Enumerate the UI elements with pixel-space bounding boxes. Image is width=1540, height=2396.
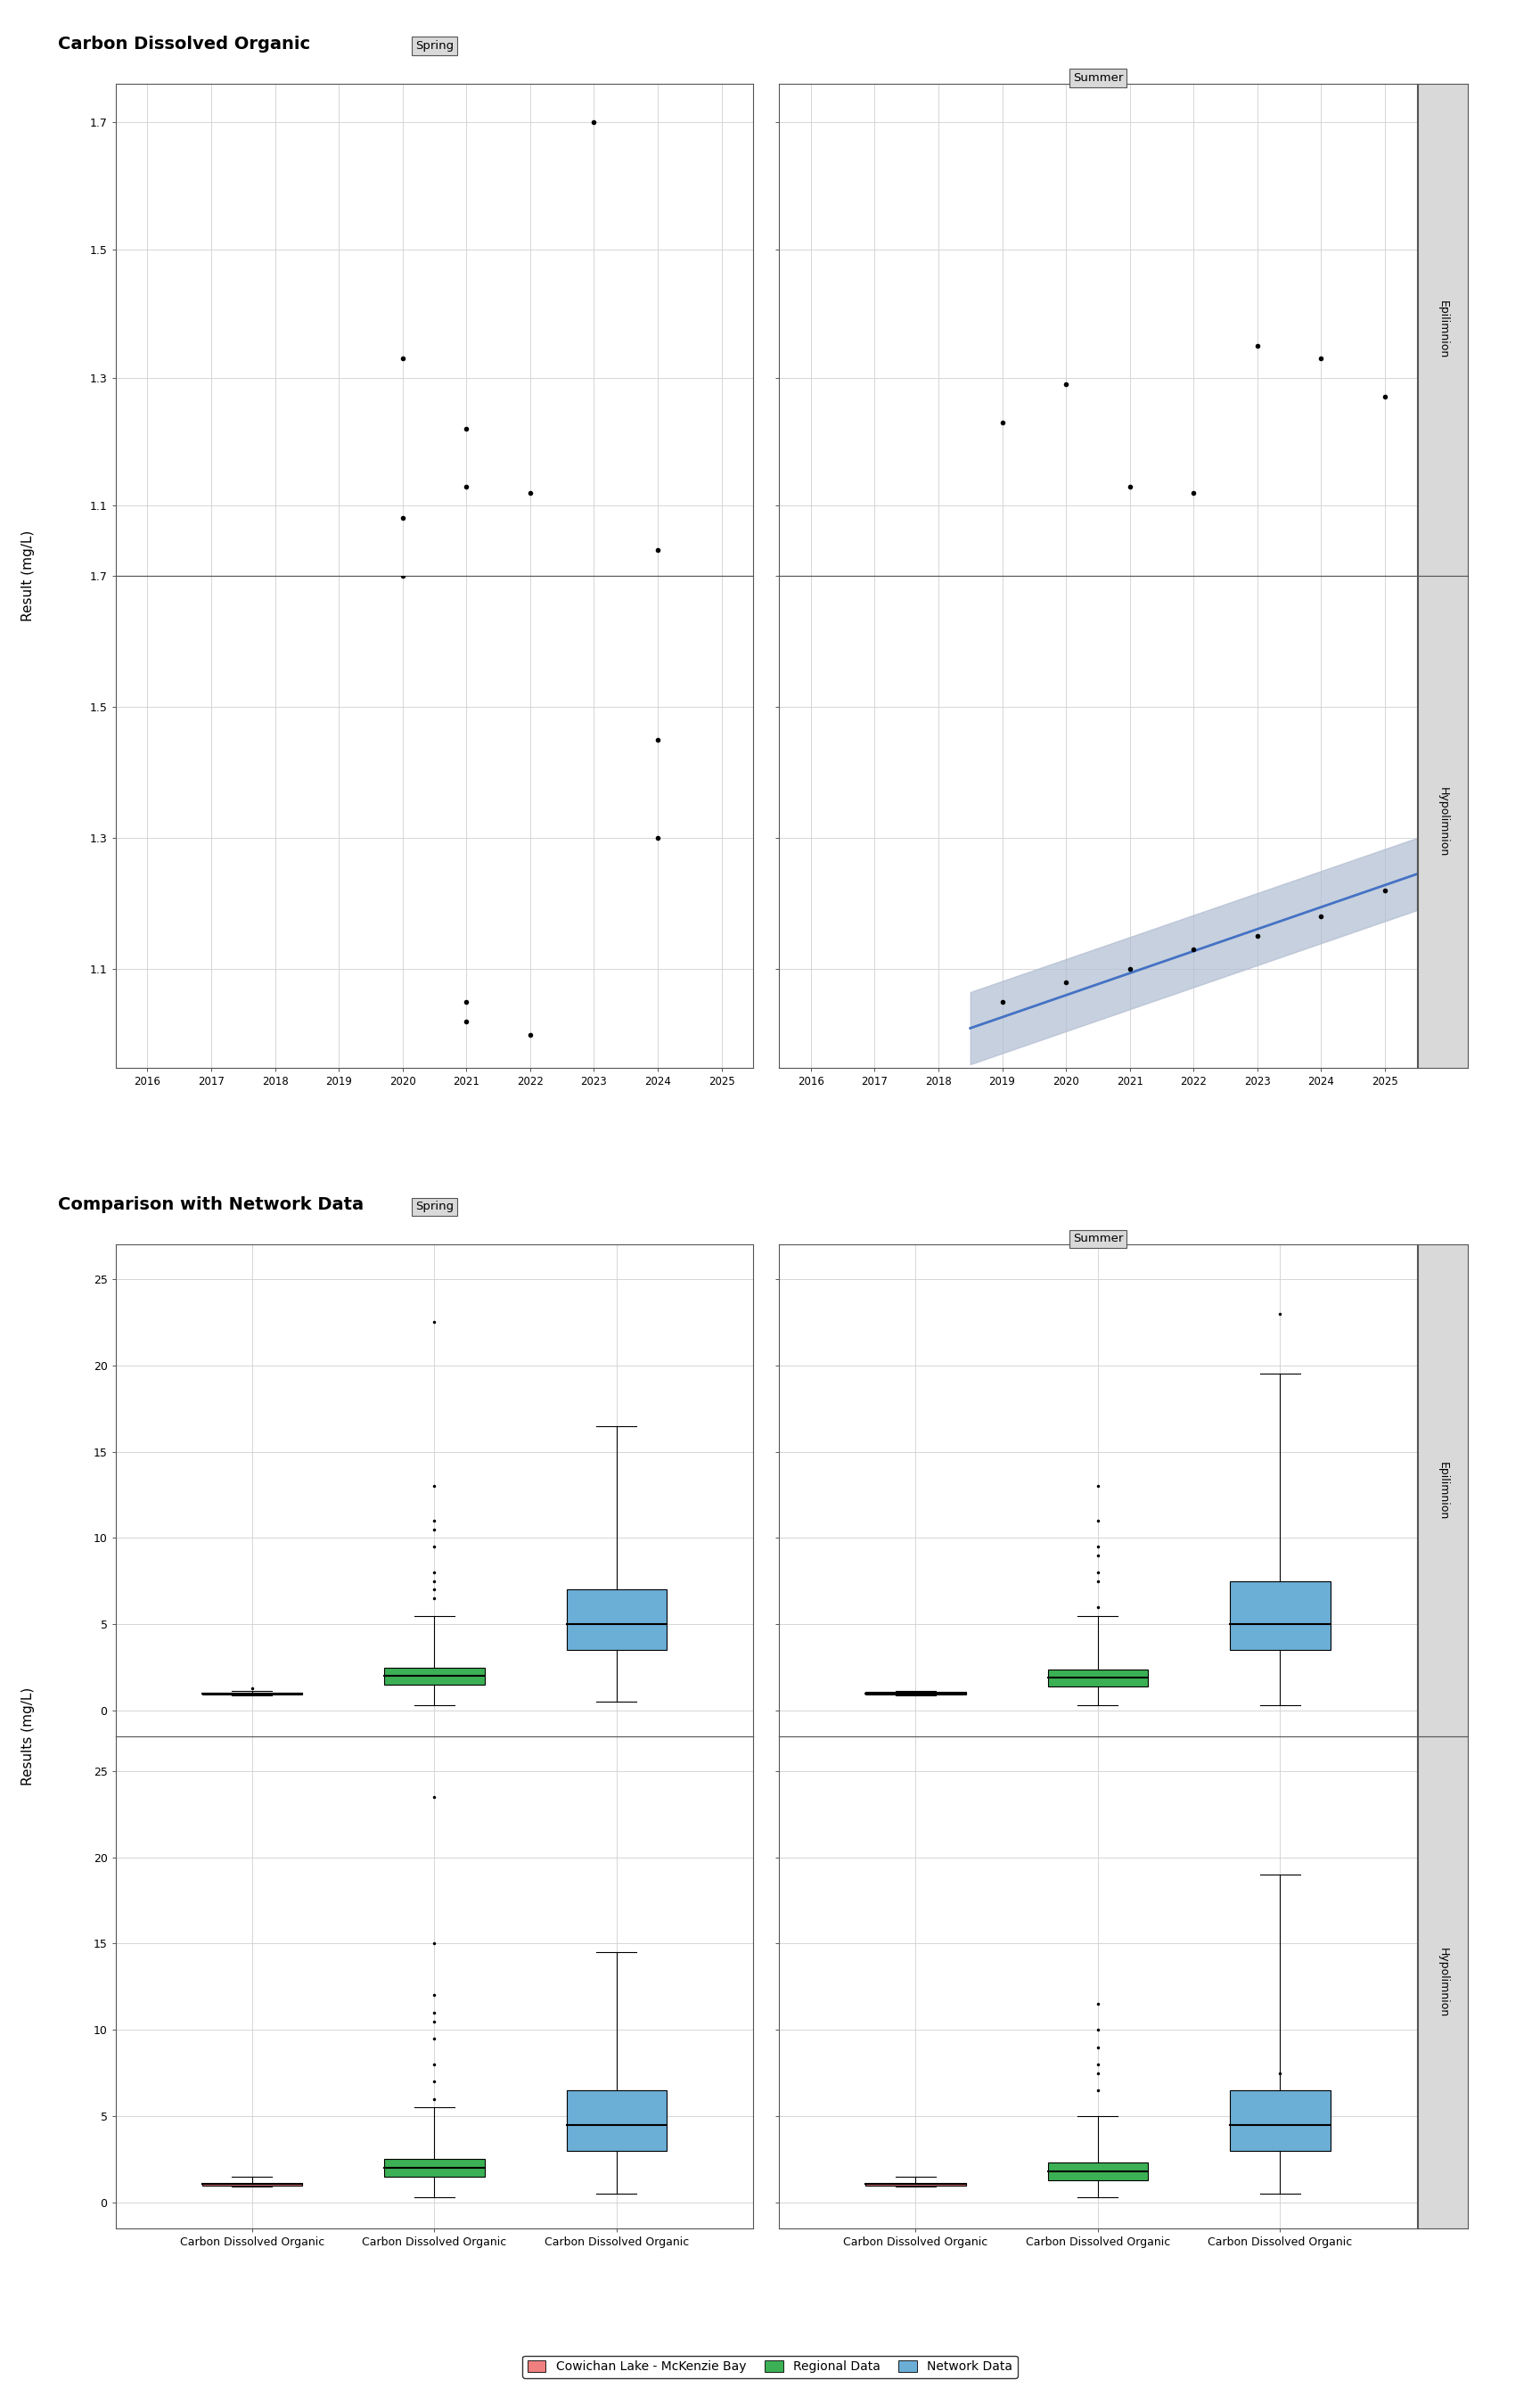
Text: Epilimnion: Epilimnion: [1437, 302, 1449, 359]
Polygon shape: [1230, 1581, 1331, 1651]
Title: Summer: Summer: [1073, 1234, 1123, 1244]
Point: [1372, 379, 1397, 417]
Point: [454, 982, 479, 1021]
Point: [1118, 949, 1143, 987]
Point: [1372, 872, 1397, 910]
Text: Result (mg/L): Result (mg/L): [22, 530, 34, 621]
Text: Comparison with Network Data: Comparison with Network Data: [59, 1196, 363, 1212]
Point: [1309, 898, 1334, 937]
Point: [1309, 340, 1334, 379]
Point: [1244, 326, 1269, 364]
Title: Summer: Summer: [1073, 72, 1123, 84]
Title: Spring: Spring: [416, 41, 454, 53]
Point: [582, 103, 607, 141]
Point: [390, 340, 414, 379]
Polygon shape: [385, 2159, 485, 2176]
Point: [1181, 930, 1206, 968]
Point: [1053, 963, 1078, 1002]
Point: [645, 819, 670, 858]
Point: [454, 467, 479, 506]
Point: [454, 410, 479, 448]
Point: [1181, 474, 1206, 513]
Point: [990, 982, 1015, 1021]
Polygon shape: [1047, 2164, 1147, 2180]
Point: [390, 556, 414, 594]
Title: Spring: Spring: [416, 1200, 454, 1212]
Point: [645, 721, 670, 760]
Polygon shape: [865, 2183, 966, 2185]
Legend: Cowichan Lake - McKenzie Bay, Regional Data, Network Data: Cowichan Lake - McKenzie Bay, Regional D…: [522, 2355, 1018, 2377]
Text: Epilimnion: Epilimnion: [1437, 1462, 1449, 1519]
Point: [645, 532, 670, 570]
Point: [517, 474, 542, 513]
Polygon shape: [385, 1668, 485, 1684]
Point: [1118, 467, 1143, 506]
Point: [1053, 364, 1078, 403]
Polygon shape: [1047, 1670, 1147, 1687]
Text: Hypolimnion: Hypolimnion: [1437, 1948, 1449, 2017]
Point: [390, 498, 414, 537]
Point: [454, 1002, 479, 1040]
Text: Hypolimnion: Hypolimnion: [1437, 786, 1449, 855]
Point: [990, 403, 1015, 441]
Polygon shape: [567, 1591, 667, 1651]
Polygon shape: [567, 2089, 667, 2152]
Text: Carbon Dissolved Organic: Carbon Dissolved Organic: [59, 36, 311, 53]
Point: [517, 1016, 542, 1054]
Polygon shape: [1230, 2089, 1331, 2152]
Polygon shape: [202, 2183, 302, 2185]
Text: Results (mg/L): Results (mg/L): [22, 1687, 34, 1785]
Point: [1244, 918, 1269, 956]
